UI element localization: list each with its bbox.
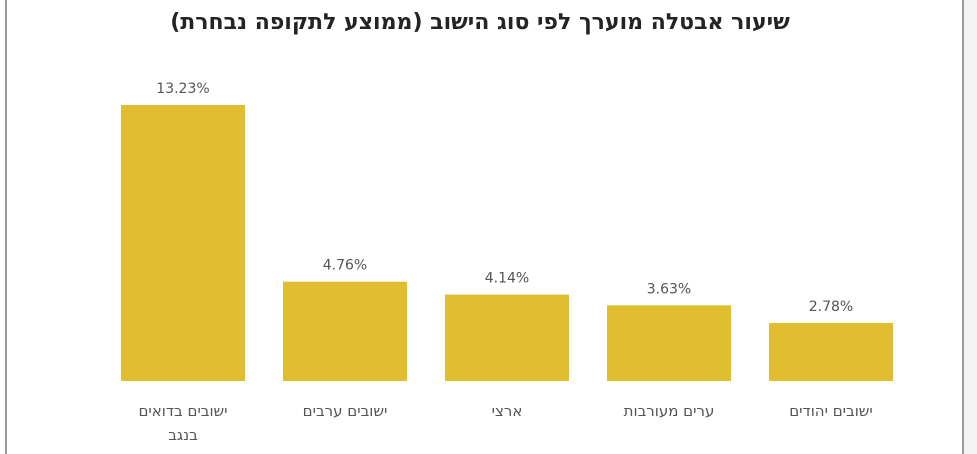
category-label-3: ארצי [492, 402, 523, 420]
data-label-4: 3.63% [647, 281, 691, 297]
bar-1[interactable] [121, 105, 245, 381]
frame-left-border [5, 0, 7, 454]
chart-title: שיעור אבטלה מוערך לפי סוג הישוב (ממוצע ל… [170, 10, 790, 35]
bar-5[interactable] [769, 323, 893, 381]
data-label-5: 2.78% [809, 299, 853, 315]
data-label-3: 4.14% [485, 271, 529, 287]
data-label-1: 13.23% [156, 81, 209, 97]
category-label-2: ישובים ערבים [303, 402, 388, 420]
vertical-scrollbar[interactable] [962, 0, 977, 454]
bar-3[interactable] [445, 294, 569, 381]
bar-4[interactable] [607, 305, 731, 381]
category-label-5: ישובים יהודים [789, 402, 873, 420]
category-label-4: ערים מעורבות [624, 402, 715, 420]
bar-2[interactable] [283, 281, 407, 381]
category-label-1-line-2: בנגב [168, 426, 198, 444]
data-label-2: 4.76% [323, 258, 367, 274]
category-label-1-line-1: ישובים בדואים [138, 402, 227, 420]
